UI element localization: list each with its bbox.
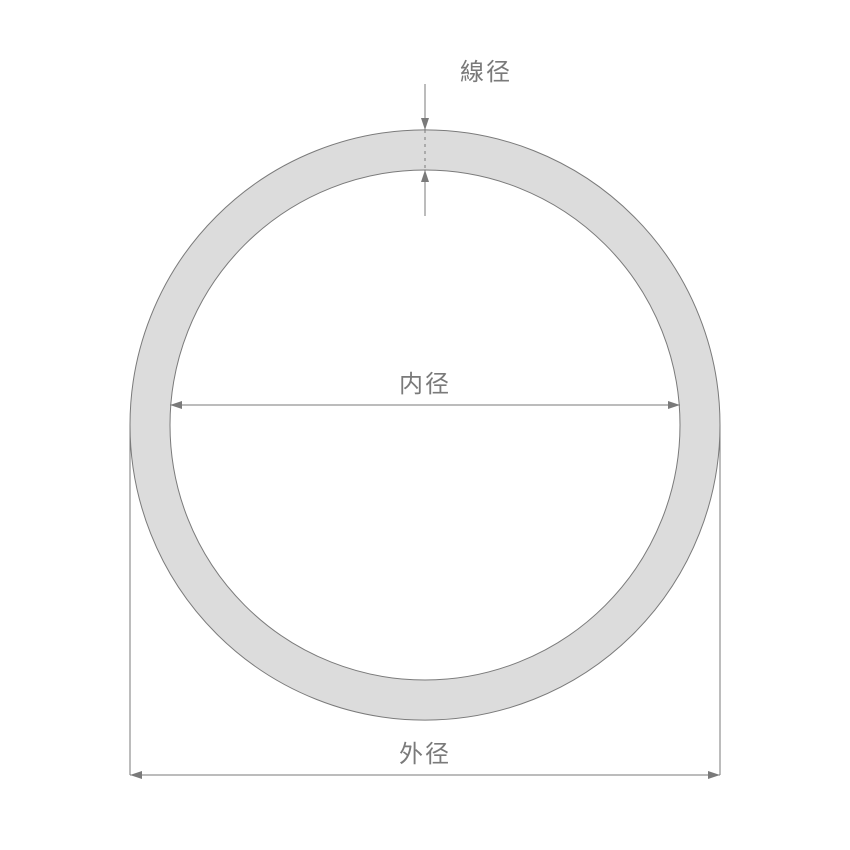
inner-diameter-label: 内径 [399, 371, 451, 398]
ring-dimension-diagram: 線径内径外径 [0, 0, 850, 850]
wire-diameter-label: 線径 [460, 59, 512, 86]
outer-diameter-label: 外径 [399, 741, 451, 768]
